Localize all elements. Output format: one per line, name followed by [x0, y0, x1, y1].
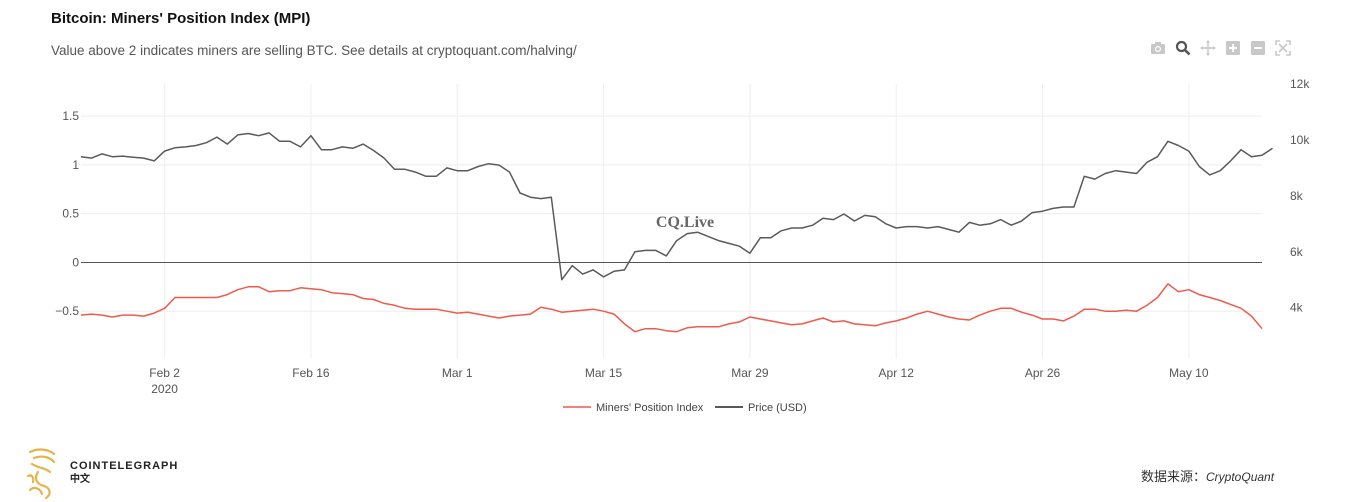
zoom-in-icon[interactable] [1225, 40, 1241, 56]
x-tick-label: Feb 16 [292, 366, 330, 380]
brand-sub: 中文 [70, 473, 90, 485]
y-left-tick-label: 0 [72, 255, 79, 269]
y-right-tick-label: 10k [1290, 133, 1310, 147]
chart-axes: Feb 2 2020 Feb 16 Mar 1 Mar 15 Mar 29 Apr 12 Ap… [55, 77, 1310, 396]
data-source: 数据来源：CryptoQuant [1141, 466, 1274, 485]
x-tick-label: May 10 [1169, 366, 1209, 380]
legend-label: Miners' Position Index [596, 402, 704, 414]
x-tick-sublabel: 2020 [151, 382, 178, 396]
legend-label: Price (USD) [748, 402, 807, 414]
x-tick-label: Mar 29 [731, 366, 769, 380]
watermark: CQ.Live [656, 214, 714, 231]
bull-logo-icon [26, 448, 56, 500]
source-name: CryptoQuant [1206, 470, 1275, 484]
mpi-price-chart[interactable]: Feb 2 2020 Feb 16 Mar 1 Mar 15 Mar 29 Apr 12 Ap… [0, 0, 1354, 430]
pan-icon[interactable] [1200, 40, 1216, 56]
zoom-icon[interactable] [1175, 40, 1191, 56]
x-tick-label: Mar 15 [585, 366, 623, 380]
y-right-tick-label: 4k [1290, 301, 1304, 315]
camera-icon[interactable] [1150, 40, 1166, 56]
zoom-out-icon[interactable] [1250, 40, 1266, 56]
chart-legend: Miners' Position Index Price (USD) [563, 402, 807, 414]
y-left-tick-label: 1.5 [62, 109, 79, 123]
x-tick-label: Apr 26 [1025, 366, 1061, 380]
brand-name: COINTELEGRAPH [70, 460, 179, 473]
y-left-tick-label: 0.5 [62, 207, 79, 221]
y-right-tick-label: 8k [1290, 189, 1304, 203]
chart-grid [81, 84, 1262, 358]
y-right-tick-label: 12k [1290, 77, 1310, 91]
chart-series [80, 132, 1273, 333]
price-series-line [80, 132, 1273, 281]
x-tick-label: Feb 2 [149, 366, 180, 380]
x-tick-label: Apr 12 [879, 366, 915, 380]
y-left-tick-label: 1 [72, 158, 79, 172]
chart-title: Bitcoin: Miners' Position Index (MPI) [51, 10, 311, 27]
chart-subtitle: Value above 2 indicates miners are selli… [51, 43, 577, 58]
autoscale-icon[interactable] [1275, 40, 1291, 56]
mpi-series-line [80, 283, 1263, 333]
x-tick-label: Mar 1 [442, 366, 473, 380]
y-right-tick-label: 6k [1290, 245, 1304, 259]
source-label: 数据来源： [1141, 469, 1207, 484]
cointelegraph-logo[interactable]: COINTELEGRAPH 中文 [24, 446, 178, 500]
y-left-tick-label: −0.5 [55, 304, 79, 318]
chart-toolbar [1150, 40, 1291, 56]
